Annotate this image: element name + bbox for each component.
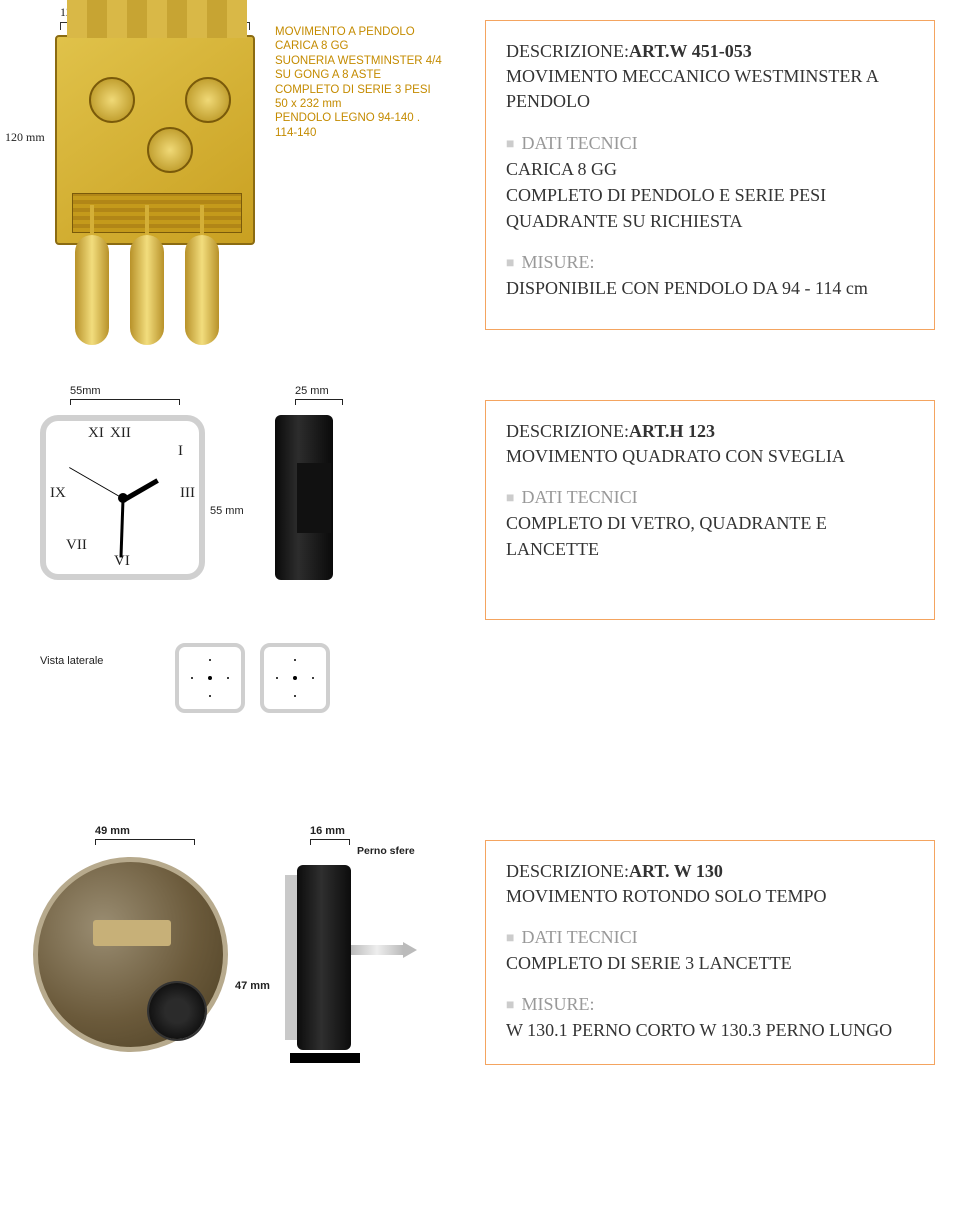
dati-tecnici-heading: DATI TECNICI bbox=[506, 927, 914, 948]
description-title: DESCRIZIONE:ART.H 123 MOVIMENTO QUADRATO… bbox=[506, 419, 914, 469]
product-1-image-area: 120 mm 120 mm MOVIMENTO A PENDOLO bbox=[0, 0, 470, 360]
title-rest: MOVIMENTO QUADRATO CON SVEGLIA bbox=[506, 446, 845, 466]
caption-line: MOVIMENTO A PENDOLO bbox=[275, 25, 445, 39]
description-title: DESCRIZIONE:ART. W 130 MOVIMENTO ROTONDO… bbox=[506, 859, 914, 909]
pendulum-weight bbox=[75, 235, 109, 345]
description-title: DESCRIZIONE:ART.W 451-053 MOVIMENTO MECC… bbox=[506, 39, 914, 115]
title-prefix: DESCRIZIONE: bbox=[506, 41, 629, 61]
title-rest: MOVIMENTO MECCANICO WESTMINSTER A PENDOL… bbox=[506, 66, 878, 111]
misure-heading: MISURE: bbox=[506, 252, 914, 273]
misure-body: W 130.1 PERNO CORTO W 130.3 PERNO LUNGO bbox=[506, 1017, 914, 1043]
article-code: ART.W 451-053 bbox=[629, 41, 752, 61]
dati-tecnici-heading: DATI TECNICI bbox=[506, 133, 914, 154]
page: 120 mm 120 mm MOVIMENTO A PENDOLO bbox=[0, 0, 960, 1210]
description-box: DESCRIZIONE:ART.W 451-053 MOVIMENTO MECC… bbox=[485, 20, 935, 330]
description-box: DESCRIZIONE:ART. W 130 MOVIMENTO ROTONDO… bbox=[485, 840, 935, 1065]
product-row-2: 55mm 25 mm 55 mm XII XI IX VI III I bbox=[0, 380, 960, 770]
description-box: DESCRIZIONE:ART.H 123 MOVIMENTO QUADRATO… bbox=[485, 400, 935, 620]
title-rest: MOVIMENTO ROTONDO SOLO TEMPO bbox=[506, 886, 827, 906]
mini-clock bbox=[175, 643, 245, 713]
pendulum-weight bbox=[185, 235, 219, 345]
product-row-3: 49 mm 16 mm 47 mm Perno sfere bbox=[0, 820, 960, 1180]
product-row-1: 120 mm 120 mm MOVIMENTO A PENDOLO bbox=[0, 0, 960, 360]
caption-line: CARICA 8 GG bbox=[275, 39, 445, 53]
pendulum-weight bbox=[130, 235, 164, 345]
dim-value: 120 mm bbox=[5, 130, 45, 144]
title-prefix: DESCRIZIONE: bbox=[506, 421, 629, 441]
product-2-illustration: 55mm 25 mm 55 mm XII XI IX VI III I bbox=[5, 385, 445, 765]
clock-front-view: XII XI IX VI III I VII bbox=[40, 415, 205, 580]
dim-label-side: 120 mm bbox=[5, 130, 45, 145]
dim-label: 16 mm bbox=[310, 825, 350, 845]
product-3-illustration: 49 mm 16 mm 47 mm Perno sfere bbox=[5, 825, 445, 1175]
dim-label: 47 mm bbox=[235, 980, 270, 992]
mini-clock bbox=[260, 643, 330, 713]
product-1-caption: MOVIMENTO A PENDOLO CARICA 8 GG SUONERIA… bbox=[275, 25, 445, 140]
dati-tecnici-body: COMPLETO DI SERIE 3 LANCETTE bbox=[506, 950, 914, 976]
mechanism-body bbox=[55, 35, 255, 245]
article-code: ART. W 130 bbox=[629, 861, 723, 881]
dim-label: 25 mm bbox=[295, 385, 343, 405]
product-1-description: DESCRIZIONE:ART.W 451-053 MOVIMENTO MECC… bbox=[470, 0, 950, 350]
dim-label: 55mm bbox=[70, 385, 180, 405]
caption-line: PENDOLO LEGNO 94-140 . 114-140 bbox=[275, 111, 445, 140]
dim-label: 55 mm bbox=[210, 505, 244, 517]
product-3-image-area: 49 mm 16 mm 47 mm Perno sfere bbox=[0, 820, 470, 1180]
misure-heading: MISURE: bbox=[506, 994, 914, 1015]
title-prefix: DESCRIZIONE: bbox=[506, 861, 629, 881]
article-code: ART.H 123 bbox=[629, 421, 715, 441]
caption-line: COMPLETO DI SERIE 3 PESI 50 x 232 mm bbox=[275, 83, 445, 112]
product-2-description: DESCRIZIONE:ART.H 123 MOVIMENTO QUADRATO… bbox=[470, 380, 950, 640]
perno-label: Perno sfere bbox=[357, 845, 415, 857]
vista-label: Vista laterale bbox=[40, 655, 103, 667]
product-2-image-area: 55mm 25 mm 55 mm XII XI IX VI III I bbox=[0, 380, 470, 770]
dati-tecnici-body: CARICA 8 GG COMPLETO DI PENDOLO E SERIE … bbox=[506, 156, 914, 234]
dati-tecnici-body: COMPLETO DI VETRO, QUADRANTE E LANCETTE bbox=[506, 510, 914, 562]
round-movement-side bbox=[297, 865, 351, 1050]
product-3-description: DESCRIZIONE:ART. W 130 MOVIMENTO ROTONDO… bbox=[470, 820, 950, 1085]
product-1-illustration: 120 mm 120 mm MOVIMENTO A PENDOLO bbox=[5, 5, 445, 355]
round-movement-back bbox=[33, 857, 228, 1052]
misure-body: DISPONIBILE CON PENDOLO DA 94 - 114 cm bbox=[506, 275, 914, 301]
clock-side-view bbox=[275, 415, 333, 580]
dati-tecnici-heading: DATI TECNICI bbox=[506, 487, 914, 508]
caption-line: SUONERIA WESTMINSTER 4/4 SU GONG A 8 AST… bbox=[275, 54, 445, 83]
dim-label: 49 mm bbox=[95, 825, 195, 845]
shaft-pin bbox=[351, 945, 403, 955]
